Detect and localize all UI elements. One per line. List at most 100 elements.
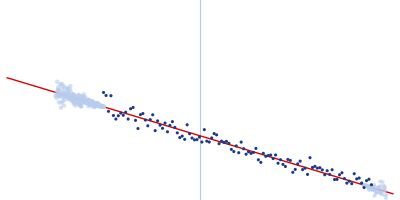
- Point: [64, 86, 71, 90]
- Point: [201, 128, 208, 131]
- Point: [369, 187, 376, 191]
- Point: [371, 194, 378, 197]
- Point: [58, 84, 64, 87]
- Point: [90, 103, 96, 106]
- Point: [381, 189, 388, 192]
- Point: [245, 150, 252, 153]
- Point: [70, 93, 76, 96]
- Point: [64, 96, 70, 99]
- Point: [65, 96, 72, 99]
- Point: [70, 93, 77, 96]
- Point: [84, 101, 91, 104]
- Point: [70, 102, 77, 105]
- Point: [135, 127, 141, 130]
- Point: [364, 185, 370, 188]
- Point: [125, 117, 131, 121]
- Point: [81, 97, 87, 100]
- Point: [68, 91, 74, 94]
- Point: [90, 105, 96, 108]
- Point: [71, 93, 77, 97]
- Point: [94, 104, 101, 107]
- Point: [364, 184, 370, 187]
- Point: [74, 101, 80, 104]
- Point: [53, 96, 60, 100]
- Point: [324, 169, 330, 172]
- Point: [374, 187, 380, 191]
- Point: [68, 94, 74, 97]
- Point: [64, 92, 70, 96]
- Point: [216, 142, 222, 145]
- Point: [56, 95, 63, 98]
- Point: [67, 97, 74, 100]
- Point: [96, 104, 102, 107]
- Point: [377, 180, 383, 183]
- Point: [82, 100, 89, 103]
- Point: [371, 188, 378, 191]
- Point: [297, 160, 303, 163]
- Point: [179, 135, 186, 138]
- Point: [358, 181, 365, 185]
- Point: [285, 158, 291, 161]
- Point: [360, 184, 367, 187]
- Point: [302, 167, 308, 170]
- Point: [66, 96, 72, 99]
- Point: [85, 100, 91, 104]
- Point: [172, 126, 178, 129]
- Point: [162, 121, 168, 125]
- Point: [221, 141, 227, 144]
- Point: [366, 188, 372, 192]
- Point: [265, 154, 272, 157]
- Point: [366, 178, 372, 181]
- Point: [120, 114, 126, 117]
- Point: [94, 102, 100, 105]
- Point: [82, 101, 88, 104]
- Point: [314, 167, 320, 170]
- Point: [75, 98, 81, 101]
- Point: [55, 86, 61, 89]
- Point: [248, 152, 254, 155]
- Point: [56, 92, 63, 96]
- Point: [322, 173, 328, 176]
- Point: [226, 142, 232, 145]
- Point: [62, 92, 68, 95]
- Point: [258, 161, 264, 164]
- Point: [370, 184, 376, 187]
- Point: [66, 98, 72, 101]
- Point: [164, 130, 171, 133]
- Point: [90, 103, 96, 106]
- Point: [89, 100, 96, 103]
- Point: [55, 88, 62, 91]
- Point: [89, 103, 95, 106]
- Point: [194, 138, 200, 141]
- Point: [93, 105, 99, 108]
- Point: [208, 136, 215, 140]
- Point: [91, 103, 98, 106]
- Point: [240, 147, 247, 150]
- Point: [354, 177, 360, 181]
- Point: [52, 94, 58, 97]
- Point: [365, 186, 371, 189]
- Point: [250, 151, 257, 154]
- Point: [54, 89, 61, 92]
- Point: [88, 101, 95, 104]
- Point: [58, 106, 64, 109]
- Point: [361, 184, 367, 187]
- Point: [380, 180, 386, 184]
- Point: [370, 189, 376, 192]
- Point: [93, 103, 99, 107]
- Point: [348, 182, 355, 185]
- Point: [277, 158, 284, 161]
- Point: [364, 184, 370, 187]
- Point: [378, 193, 385, 196]
- Point: [368, 186, 374, 189]
- Point: [262, 155, 269, 158]
- Point: [145, 124, 151, 127]
- Point: [290, 171, 296, 174]
- Point: [184, 123, 190, 126]
- Point: [382, 189, 388, 192]
- Point: [113, 117, 119, 121]
- Point: [58, 91, 64, 94]
- Point: [108, 94, 114, 97]
- Point: [366, 187, 372, 190]
- Point: [371, 183, 377, 187]
